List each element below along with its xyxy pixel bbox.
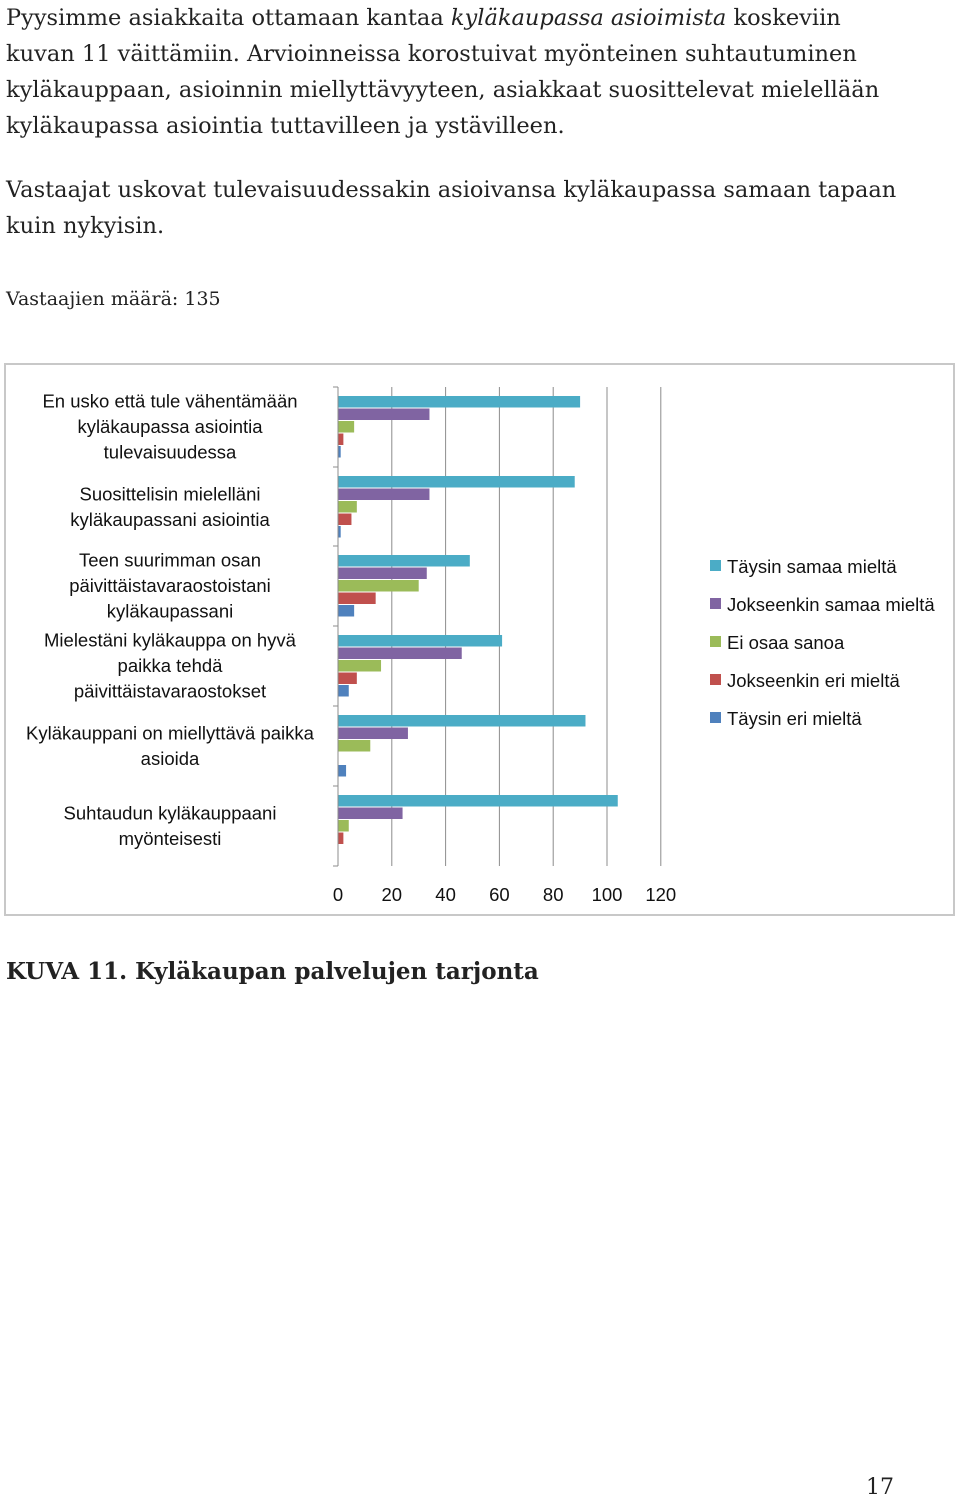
- category-label-line: päivittäistavaraostoistani: [69, 575, 271, 596]
- legend-swatch-3: [710, 636, 721, 647]
- bar-1-series-5: [338, 446, 341, 458]
- bar-4-series-3: [338, 660, 382, 672]
- respondent-count: Vastaajien määrä: 135: [6, 288, 221, 310]
- x-tick-label-2: 40: [435, 884, 456, 905]
- future-paragraph: Vastaajat uskovat tulevaisuudessakin asi…: [6, 177, 897, 239]
- x-tick-label-4: 80: [543, 884, 564, 905]
- legend-label-5: Täysin eri mieltä: [727, 708, 862, 729]
- category-label-1: En usko että tule vähentämään kyläkaupass…: [42, 391, 297, 463]
- category-label-line: paikka tehdä: [118, 655, 224, 676]
- category-label-3: Teen suurimman osan päivittäistavaraostoi…: [69, 550, 271, 622]
- bar-6-series-2: [338, 807, 403, 819]
- legend-swatch-2: [710, 598, 721, 609]
- x-tick-label-1: 20: [382, 884, 403, 905]
- page-number: 17: [866, 1475, 894, 1500]
- category-label-6: Suhtaudun kyläkauppaani myönteisesti: [64, 802, 277, 849]
- bar-6-series-4: [338, 832, 344, 844]
- x-tick-label-5: 100: [592, 884, 623, 905]
- bar-1-series-3: [338, 421, 355, 433]
- bar-4-series-4: [338, 672, 357, 684]
- x-tick-label-0: 0: [333, 884, 343, 905]
- bar-3-series-3: [338, 580, 419, 592]
- legend-swatch-4: [710, 674, 721, 685]
- bar-chart: En usko että tule vähentämään kyläkaupass…: [4, 363, 955, 916]
- category-label-line: Mielestäni kyläkauppa on hyvä: [44, 630, 297, 651]
- intro-paragraph-rest: koskeviin kuvan 11 väittämiin. Arvioinne…: [6, 5, 880, 139]
- bar-1-series-1: [338, 396, 581, 408]
- legend-swatch-5: [710, 712, 721, 723]
- category-label-5: Kyläkauppani on miellyttävä paikka asioid…: [26, 722, 315, 769]
- intro-paragraph-start: Pyysimme asiakkaita ottamaan kantaa: [6, 5, 451, 31]
- legend-label-3: Ei osaa sanoa: [727, 632, 845, 653]
- bar-3-series-4: [338, 592, 376, 604]
- category-label-line: päivittäistavaraostokset: [74, 681, 266, 702]
- bar-6-series-3: [338, 820, 349, 832]
- bar-1-series-2: [338, 408, 430, 420]
- bar-1-series-4: [338, 433, 344, 445]
- bar-4-series-2: [338, 647, 462, 659]
- x-tick-label-6: 120: [645, 884, 676, 905]
- bar-5-series-1: [338, 715, 586, 727]
- bar-3-series-1: [338, 555, 470, 567]
- intro-paragraph-italic: kyläkaupassa asioimista: [450, 5, 727, 31]
- category-label-line: kyläkaupassa asiointia: [77, 416, 263, 437]
- x-tick-label-3: 60: [489, 884, 510, 905]
- intro-paragraph: Pyysimme asiakkaita ottamaan kantaa kylä…: [6, 0, 906, 144]
- category-label-line: Suosittelisin mielelläni: [80, 483, 261, 504]
- category-label-line: Kyläkauppani on miellyttävä paikka: [26, 722, 315, 743]
- bar-2-series-2: [338, 488, 430, 500]
- bar-3-series-5: [338, 605, 355, 617]
- bar-5-series-2: [338, 727, 408, 739]
- bar-2-series-1: [338, 476, 575, 488]
- chart-canvas: En usko että tule vähentämään kyläkaupass…: [26, 386, 935, 905]
- category-label-line: kyläkaupassani asiointia: [70, 509, 270, 530]
- category-label-line: En usko että tule vähentämään: [42, 391, 297, 412]
- bar-2-series-4: [338, 513, 352, 525]
- legend-label-4: Jokseenkin eri mieltä: [727, 670, 900, 691]
- bar-5-series-5: [338, 765, 347, 777]
- legend-swatch-1: [710, 560, 721, 571]
- category-label-2: Suosittelisin mielelläni kyläkaupassani a…: [70, 483, 270, 530]
- category-label-line: Suhtaudun kyläkauppaani: [64, 802, 277, 823]
- bar-3-series-2: [338, 567, 427, 579]
- bar-4-series-5: [338, 685, 349, 697]
- bar-4-series-1: [338, 635, 503, 647]
- bar-2-series-3: [338, 501, 357, 513]
- bar-2-series-5: [338, 526, 341, 538]
- category-label-line: kyläkaupassani: [107, 601, 234, 622]
- figure-caption: KUVA 11. Kyläkaupan palvelujen tarjonta: [6, 958, 539, 985]
- legend-label-1: Täysin samaa mieltä: [727, 556, 897, 577]
- category-label-line: myönteisesti: [119, 828, 222, 849]
- bar-6-series-1: [338, 795, 618, 807]
- category-label-line: asioida: [141, 748, 200, 769]
- category-label-line: Teen suurimman osan: [79, 550, 261, 571]
- legend-label-2: Jokseenkin samaa mieltä: [727, 594, 935, 615]
- category-label-4: Mielestäni kyläkauppa on hyvä paikka tehd…: [44, 630, 297, 702]
- category-label-line: tulevaisuudessa: [104, 442, 237, 463]
- bar-5-series-3: [338, 740, 371, 752]
